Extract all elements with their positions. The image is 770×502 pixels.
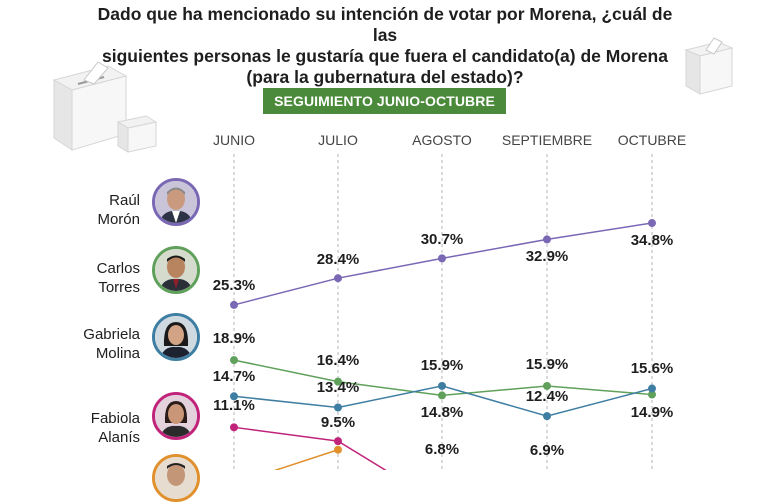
point-gabriela-septiembre (543, 412, 551, 421)
first-name: Gabriela (83, 326, 140, 343)
value-label-gabriela-octubre: 15.6% (630, 359, 674, 377)
raul-moron-photo (152, 178, 200, 226)
last-name: Morón (97, 211, 140, 228)
chart-title: Dado que ha mencionado su intención de v… (95, 4, 675, 88)
value-label-raul-octubre: 34.8% (630, 232, 674, 250)
value-label-gabriela-septiembre: 12.4% (525, 388, 569, 406)
point-gabriela-octubre (648, 384, 656, 393)
chart-stage: Dado que ha mencionado su intención de v… (52, 4, 734, 502)
title-line-2: siguientes personas le gustaría que fuer… (102, 46, 668, 66)
value-label-carlos-junio: 18.9% (212, 330, 256, 348)
month-label-agosto: AGOSTO (412, 132, 472, 148)
value-label-carlos-julio: 16.4% (316, 351, 360, 369)
first-name: Carlos (96, 260, 140, 277)
month-label-julio: JULIO (318, 132, 358, 148)
carlos-torres-photo (152, 246, 200, 294)
point-raul-agosto (438, 254, 446, 263)
candidate-name-carlos: Carlos Torres (62, 259, 140, 297)
month-label-octubre: OCTUBRE (617, 132, 687, 148)
point-gabriela-julio (334, 403, 342, 412)
value-label-raul-junio: 25.3% (212, 276, 256, 294)
series-line-fifth (273, 449, 339, 470)
value-label-fifth-agosto: 6.8% (424, 441, 460, 459)
value-label-fabiola-junio: 11.1% (213, 397, 255, 415)
point-carlos-octubre (648, 390, 656, 399)
ballot-box-left-icon (52, 61, 158, 153)
month-label-junio: JUNIO (213, 132, 255, 148)
value-label-gabriela-agosto: 15.9% (420, 356, 464, 374)
fifth-candidate-photo (152, 454, 200, 502)
value-label-fabiola-julio: 9.5% (320, 414, 356, 432)
value-label-raul-agosto: 30.7% (420, 231, 464, 249)
point-raul-julio (334, 274, 342, 283)
point-carlos-junio (230, 356, 238, 365)
candidate-name-fabiola: Fabiola Alanís (62, 409, 140, 447)
value-label-gabriela-junio: 14.7% (212, 368, 256, 386)
point-raul-octubre (648, 219, 656, 228)
value-label-carlos-septiembre: 15.9% (525, 355, 569, 373)
point-fifth-julio (334, 445, 342, 454)
point-fabiola-junio (230, 423, 238, 432)
point-raul-septiembre (543, 235, 551, 244)
first-name: Raúl (109, 192, 140, 209)
title-line-3: (para la gubernatura del estado)? (246, 67, 524, 87)
candidate-name-raul: Raúl Morón (62, 191, 140, 229)
point-fabiola-julio (334, 437, 342, 446)
last-name: Molina (95, 345, 140, 362)
period-banner: SEGUIMIENTO JUNIO-OCTUBRE 2025 (263, 88, 506, 135)
value-label-carlos-octubre: 14.9% (630, 403, 674, 421)
point-raul-junio (230, 300, 238, 309)
month-label-septiembre: SEPTIEMBRE (501, 132, 593, 148)
value-label-carlos-agosto: 14.8% (420, 404, 464, 422)
value-label-raul-julio: 28.4% (316, 251, 360, 269)
ballot-box-right-icon (684, 37, 734, 95)
first-name: Fabiola (90, 410, 140, 427)
series-line-fabiola (233, 426, 387, 470)
last-name: Alanís (98, 429, 140, 446)
point-gabriela-agosto (438, 381, 446, 390)
candidate-name-gabriela: Gabriela Molina (62, 325, 140, 363)
point-carlos-agosto (438, 391, 446, 400)
last-name: Torres (98, 279, 140, 296)
value-label-gabriela-julio: 13.4% (316, 379, 360, 397)
value-label-fifth-septiembre: 6.9% (529, 441, 565, 459)
value-label-raul-septiembre: 32.9% (525, 248, 569, 266)
gabriela-molina-photo (152, 313, 200, 361)
title-line-1: Dado que ha mencionado su intención de v… (97, 4, 673, 45)
fabiola-alanis-photo (152, 392, 200, 440)
